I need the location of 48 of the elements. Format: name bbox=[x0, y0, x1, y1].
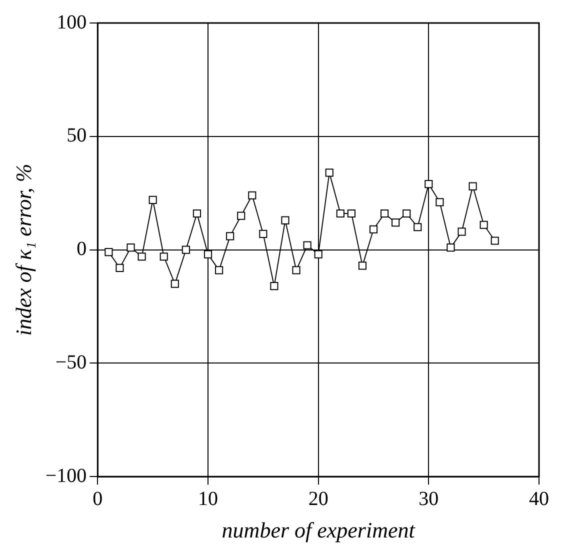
point bbox=[402, 209, 411, 218]
x-tick-label: 10 bbox=[198, 488, 218, 510]
point bbox=[237, 212, 246, 220]
point bbox=[325, 168, 334, 177]
y-tick-label: −100 bbox=[45, 464, 87, 487]
point bbox=[303, 241, 312, 250]
point bbox=[104, 248, 113, 256]
point bbox=[458, 228, 466, 236]
point bbox=[358, 262, 367, 270]
point bbox=[336, 209, 344, 218]
point bbox=[126, 243, 135, 252]
point bbox=[192, 209, 202, 218]
point bbox=[292, 266, 300, 274]
x-tick-label: 0 bbox=[92, 488, 103, 510]
point bbox=[270, 282, 278, 290]
point bbox=[138, 252, 146, 261]
point bbox=[160, 252, 168, 261]
point bbox=[170, 280, 179, 288]
y-tick-label: −50 bbox=[55, 351, 87, 374]
y-tick-label: 50 bbox=[66, 124, 87, 147]
y-tick-label: 100 bbox=[56, 11, 87, 34]
point bbox=[414, 223, 422, 232]
point bbox=[281, 216, 290, 224]
x-tick-label: 20 bbox=[308, 488, 328, 510]
point bbox=[468, 182, 477, 190]
x-tick-label: 30 bbox=[418, 488, 439, 510]
point bbox=[436, 198, 444, 206]
x-axis-title: number of experiment bbox=[222, 518, 416, 543]
point bbox=[182, 246, 190, 254]
point bbox=[314, 250, 322, 258]
point bbox=[204, 250, 212, 258]
point bbox=[446, 243, 455, 252]
point bbox=[424, 180, 433, 188]
point bbox=[248, 191, 256, 200]
point bbox=[226, 232, 234, 240]
y-tick-label: 0 bbox=[76, 238, 87, 260]
point bbox=[347, 209, 356, 218]
point bbox=[369, 225, 378, 234]
point bbox=[259, 230, 268, 238]
y-axis-title: index of κ₁ error, % bbox=[10, 164, 36, 336]
point bbox=[380, 209, 389, 218]
point bbox=[480, 220, 488, 229]
point bbox=[215, 266, 224, 274]
point bbox=[490, 236, 499, 245]
x-tick-label: 40 bbox=[529, 488, 549, 510]
point bbox=[392, 218, 400, 227]
point bbox=[116, 264, 124, 272]
point bbox=[148, 196, 157, 204]
